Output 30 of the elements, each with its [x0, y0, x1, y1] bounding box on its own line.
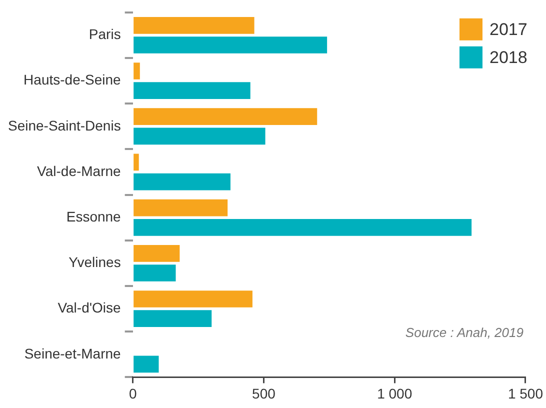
bar [134, 264, 176, 282]
bar [134, 62, 140, 80]
legend-label: 2018 [489, 48, 528, 68]
bar [134, 108, 318, 126]
bar [134, 244, 180, 262]
bar [134, 82, 250, 100]
bar [134, 173, 230, 190]
bar [134, 16, 254, 34]
x-tick-label: 500 [252, 385, 276, 402]
bar [134, 356, 159, 373]
x-tick-label: 0 [128, 385, 137, 402]
bar [134, 310, 212, 328]
x-tick-label: 1 000 [377, 385, 412, 402]
y-tick-label: Val-de-Marne [37, 162, 122, 179]
bar [134, 36, 328, 54]
bar [134, 128, 266, 145]
y-tick-label: Essonne [66, 208, 122, 224]
y-tick-label: Paris [88, 26, 121, 42]
y-tick-label: Val-d'Oise [58, 300, 122, 316]
y-tick-label: Yvelines [68, 254, 121, 270]
bar [134, 199, 228, 216]
bar [134, 218, 472, 236]
y-tick-label: Seine-Saint-Denis [8, 117, 121, 134]
legend-label: 2017 [489, 20, 528, 40]
bar [134, 154, 139, 171]
annotation: Source : Anah, 2019 [405, 325, 524, 340]
y-tick-label: Seine-et-Marne [24, 345, 122, 362]
bar [134, 290, 252, 308]
y-tick-label: Hauts-de-Seine [24, 72, 122, 88]
x-tick-label: 1 500 [508, 385, 544, 402]
